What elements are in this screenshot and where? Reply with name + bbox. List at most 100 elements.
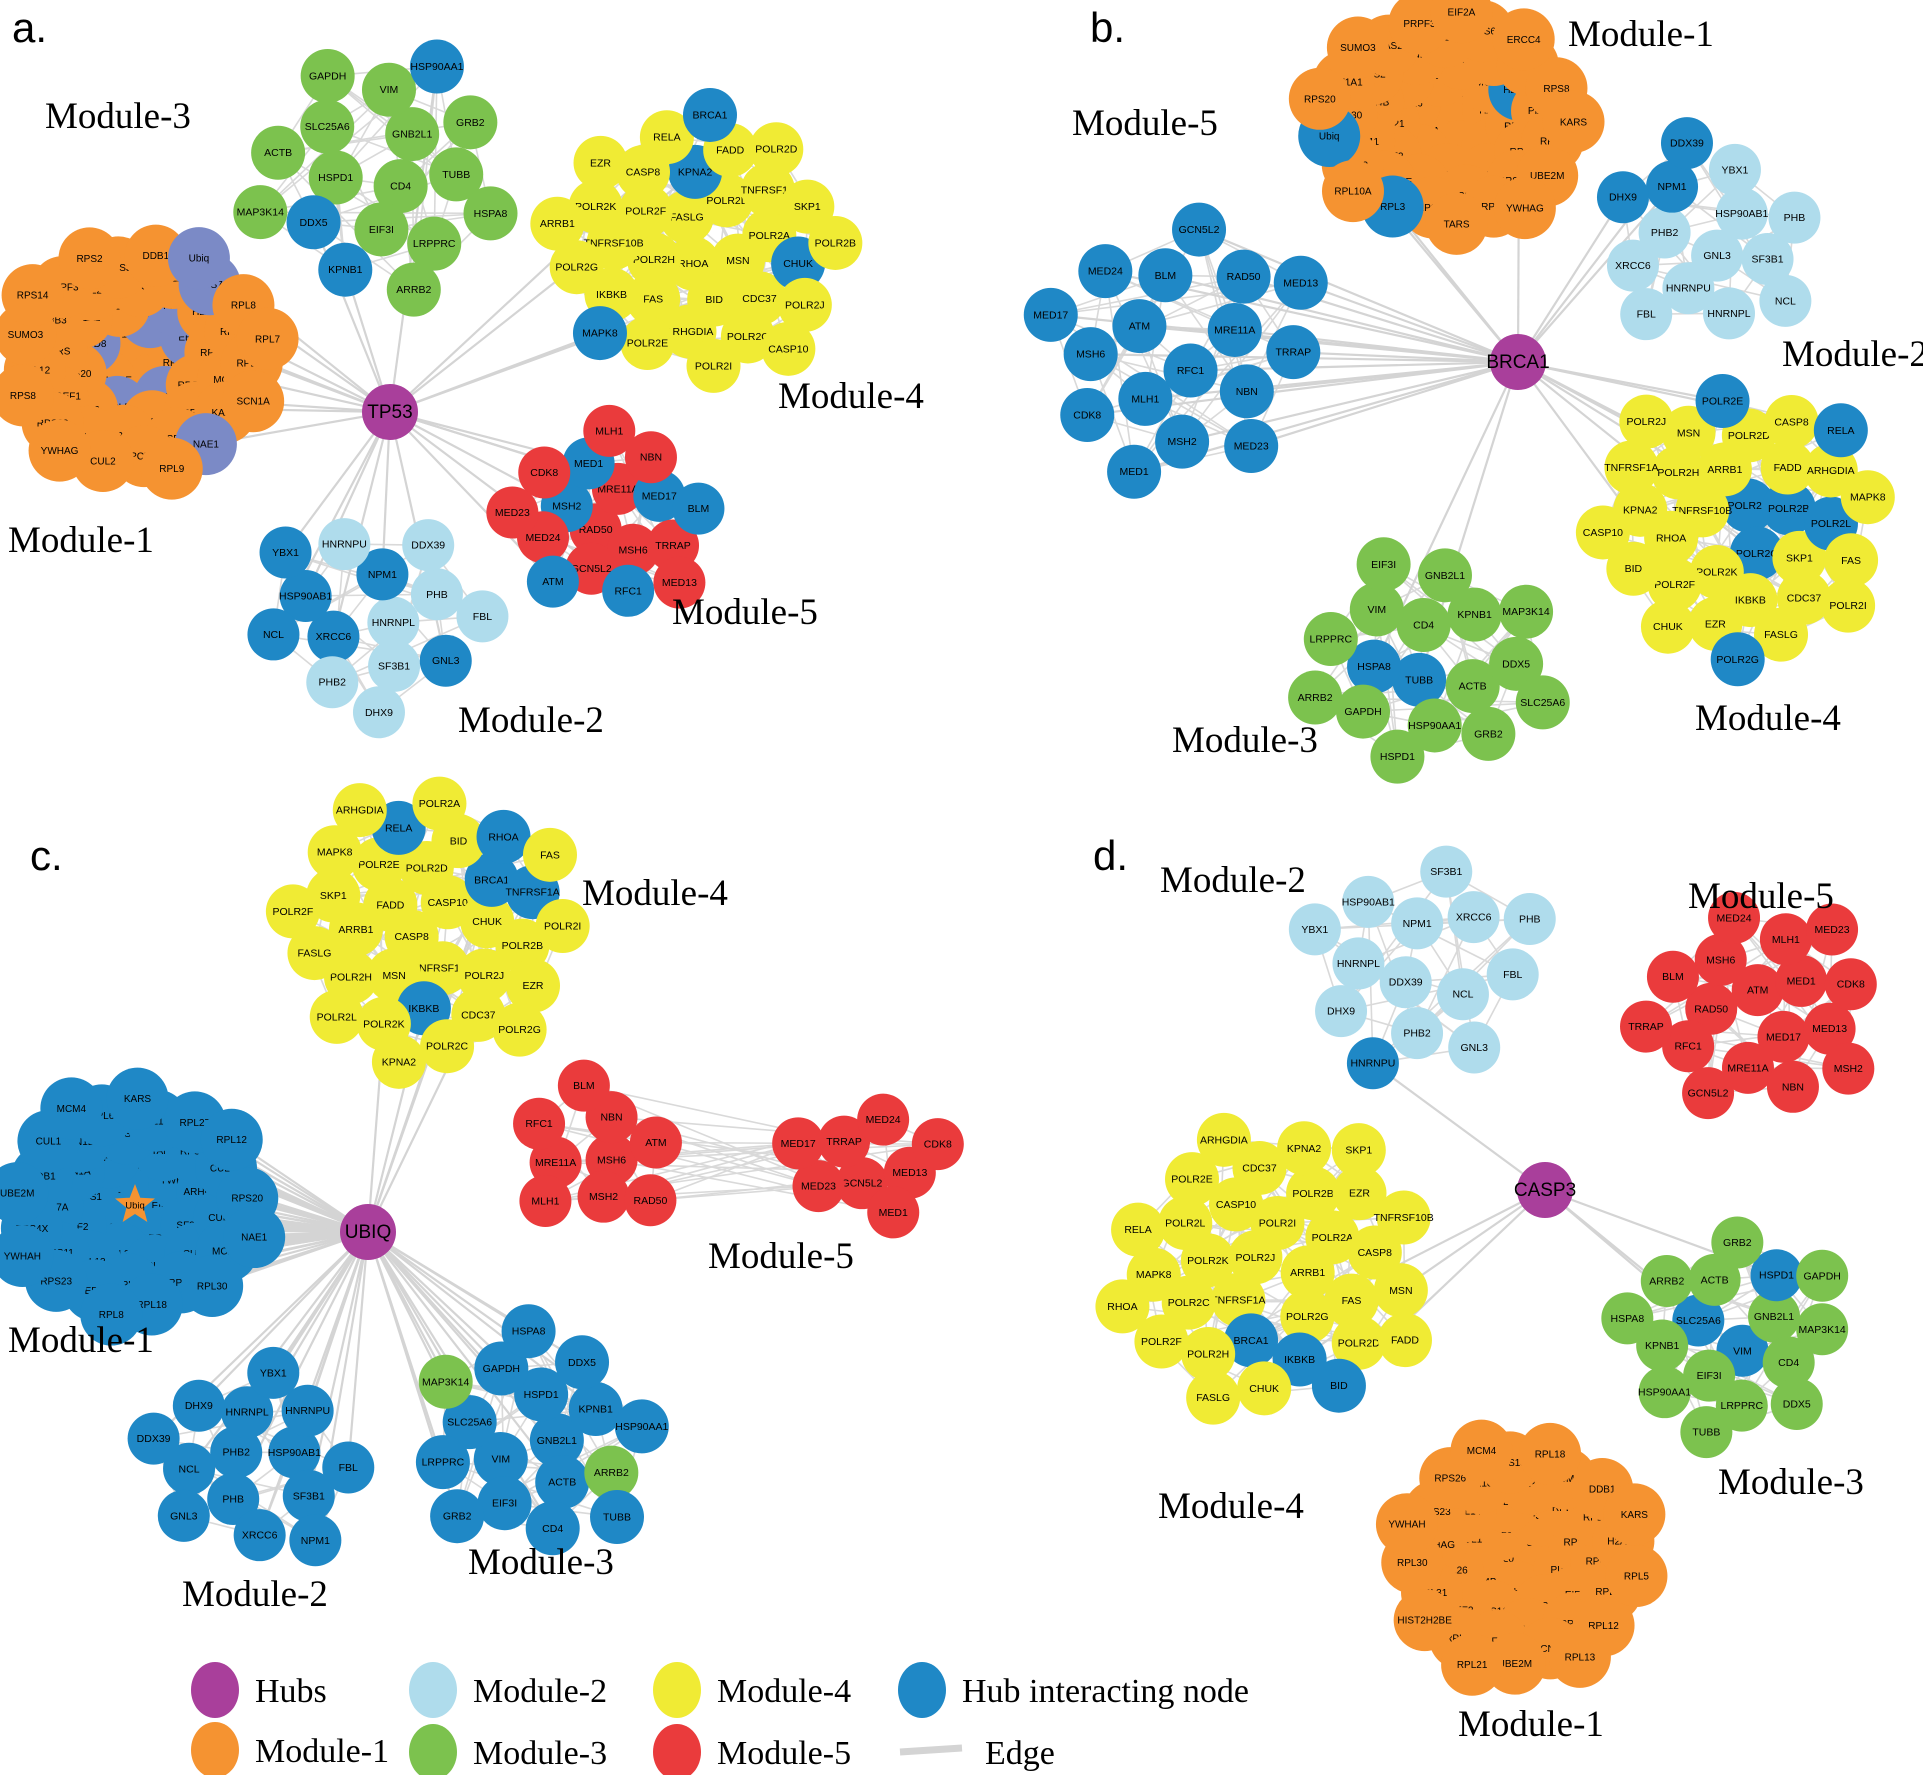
node-circle[interactable] xyxy=(1391,897,1444,950)
node-circle[interactable] xyxy=(629,1116,682,1169)
node-circle[interactable] xyxy=(463,186,518,241)
node-circle[interactable] xyxy=(306,656,359,709)
node-circle[interactable] xyxy=(1685,982,1738,1035)
node-POLR2A[interactable]: POLR2A xyxy=(412,776,467,831)
node-circle[interactable] xyxy=(354,202,409,257)
node-circle[interactable] xyxy=(371,1034,426,1089)
node-MAP3K14[interactable]: MAP3K14 xyxy=(418,1354,473,1409)
node-circle[interactable] xyxy=(1237,1361,1292,1416)
node-FAS[interactable]: FAS xyxy=(522,827,577,882)
node-circle[interactable] xyxy=(221,1386,274,1439)
node-HSP90AA1[interactable]: HSP90AA1 xyxy=(409,39,464,94)
node-LRPPRC[interactable]: LRPPRC xyxy=(415,1435,470,1490)
node-circle[interactable] xyxy=(518,446,571,499)
node-circle[interactable] xyxy=(1768,191,1821,244)
node-HSP90AB1[interactable]: HSP90AB1 xyxy=(1342,875,1395,928)
node-circle[interactable] xyxy=(373,159,428,214)
node-circle[interactable] xyxy=(1661,405,1716,460)
node-YBX1[interactable]: YBX1 xyxy=(1288,903,1341,956)
node-circle[interactable] xyxy=(1703,287,1756,340)
node-DDX5[interactable]: DDX5 xyxy=(1770,1377,1823,1430)
node-HSPA8[interactable]: HSPA8 xyxy=(463,186,518,241)
node-circle[interactable] xyxy=(1715,187,1768,240)
node-circle[interactable] xyxy=(519,1174,572,1227)
node-circle[interactable] xyxy=(473,1432,528,1487)
node-TARS[interactable]: TARS xyxy=(1425,192,1488,255)
node-circle[interactable] xyxy=(624,431,677,484)
node-circle[interactable] xyxy=(412,776,467,831)
node-circle[interactable] xyxy=(555,1335,610,1390)
node-circle[interactable] xyxy=(163,1442,216,1495)
node-circle[interactable] xyxy=(207,1473,260,1526)
node-POLR2G[interactable]: POLR2G xyxy=(492,1002,547,1057)
node-circle[interactable] xyxy=(1111,1202,1166,1257)
node-circle[interactable] xyxy=(1772,530,1827,585)
node-circle[interactable] xyxy=(279,569,332,622)
node-circle[interactable] xyxy=(1759,274,1812,327)
node-circle[interactable] xyxy=(1288,67,1351,130)
node-circle[interactable] xyxy=(525,1501,580,1556)
node-circle[interactable] xyxy=(1342,875,1395,928)
node-POLR2F[interactable]: POLR2F xyxy=(265,884,320,939)
node-circle[interactable] xyxy=(529,1413,584,1468)
node-DHX9[interactable]: DHX9 xyxy=(1596,171,1649,224)
node-NBN[interactable]: NBN xyxy=(1219,364,1274,419)
node-RPL10A[interactable]: RPL10A xyxy=(1321,160,1384,223)
node-ATM[interactable]: ATM xyxy=(526,555,579,608)
node-circle[interactable] xyxy=(1305,1210,1360,1265)
node-POLR2I[interactable]: POLR2I xyxy=(686,338,741,393)
node-circle[interactable] xyxy=(367,596,420,649)
node-circle[interactable] xyxy=(1445,659,1500,714)
node-circle[interactable] xyxy=(477,1476,532,1531)
node-circle[interactable] xyxy=(639,110,694,165)
node-circle[interactable] xyxy=(1492,8,1555,71)
node-RPS14[interactable]: RPS14 xyxy=(1,264,64,327)
node-VIM[interactable]: VIM xyxy=(1349,582,1404,637)
node-circle[interactable] xyxy=(1822,1042,1875,1095)
node-GAPDH[interactable]: GAPDH xyxy=(300,48,355,103)
node-circle[interactable] xyxy=(1324,1273,1379,1328)
node-BLM[interactable]: BLM xyxy=(672,482,725,535)
node-circle[interactable] xyxy=(1760,440,1815,495)
node-circle[interactable] xyxy=(584,1445,639,1500)
node-RFC1[interactable]: RFC1 xyxy=(513,1097,566,1150)
node-POLR2C[interactable]: POLR2C xyxy=(420,1019,475,1074)
node-circle[interactable] xyxy=(1638,1366,1691,1419)
node-DHX9[interactable]: DHX9 xyxy=(172,1379,225,1432)
node-circle[interactable] xyxy=(429,147,484,202)
node-circle[interactable] xyxy=(1748,1290,1801,1343)
node-circle[interactable] xyxy=(1447,587,1502,642)
node-POLR2B[interactable]: POLR2B xyxy=(808,215,863,270)
node-circle[interactable] xyxy=(513,1097,566,1150)
node-GAPDH[interactable]: GAPDH xyxy=(1796,1249,1849,1302)
node-KARS[interactable]: KARS xyxy=(1603,1483,1666,1546)
node-YBX1[interactable]: YBX1 xyxy=(1708,143,1761,196)
node-CHUK[interactable]: CHUK xyxy=(1640,599,1695,654)
node-circle[interactable] xyxy=(268,1426,321,1479)
node-TRRAP[interactable]: TRRAP xyxy=(1266,325,1321,380)
node-GRB2[interactable]: GRB2 xyxy=(430,1489,485,1544)
node-circle[interactable] xyxy=(1346,1037,1399,1090)
node-POLR2E[interactable]: POLR2E xyxy=(620,316,675,371)
node-RFC1[interactable]: RFC1 xyxy=(1163,343,1218,398)
node-circle[interactable] xyxy=(300,48,355,103)
node-MED1[interactable]: MED1 xyxy=(1107,444,1162,499)
node-RPS2[interactable]: RPS2 xyxy=(58,227,121,290)
node-SF3B1[interactable]: SF3B1 xyxy=(1420,845,1473,898)
node-circle[interactable] xyxy=(1216,249,1271,304)
node-circle[interactable] xyxy=(1638,206,1691,259)
node-LRPPRC[interactable]: LRPPRC xyxy=(1303,612,1358,667)
node-circle[interactable] xyxy=(233,185,288,240)
node-circle[interactable] xyxy=(1660,117,1713,170)
node-ACTB[interactable]: ACTB xyxy=(535,1455,590,1510)
node-circle[interactable] xyxy=(568,1382,623,1437)
node-MED13[interactable]: MED13 xyxy=(1273,255,1328,310)
node-circle[interactable] xyxy=(1425,192,1488,255)
node-circle[interactable] xyxy=(40,1077,103,1140)
node-EZR[interactable]: EZR xyxy=(573,135,628,190)
node-GNL3[interactable]: GNL3 xyxy=(419,634,472,687)
node-DDX39[interactable]: DDX39 xyxy=(127,1412,180,1465)
node-RPL13[interactable]: RPL13 xyxy=(1548,1625,1611,1688)
node-circle[interactable] xyxy=(106,1067,169,1130)
node-ARRB1[interactable]: ARRB1 xyxy=(530,196,585,251)
